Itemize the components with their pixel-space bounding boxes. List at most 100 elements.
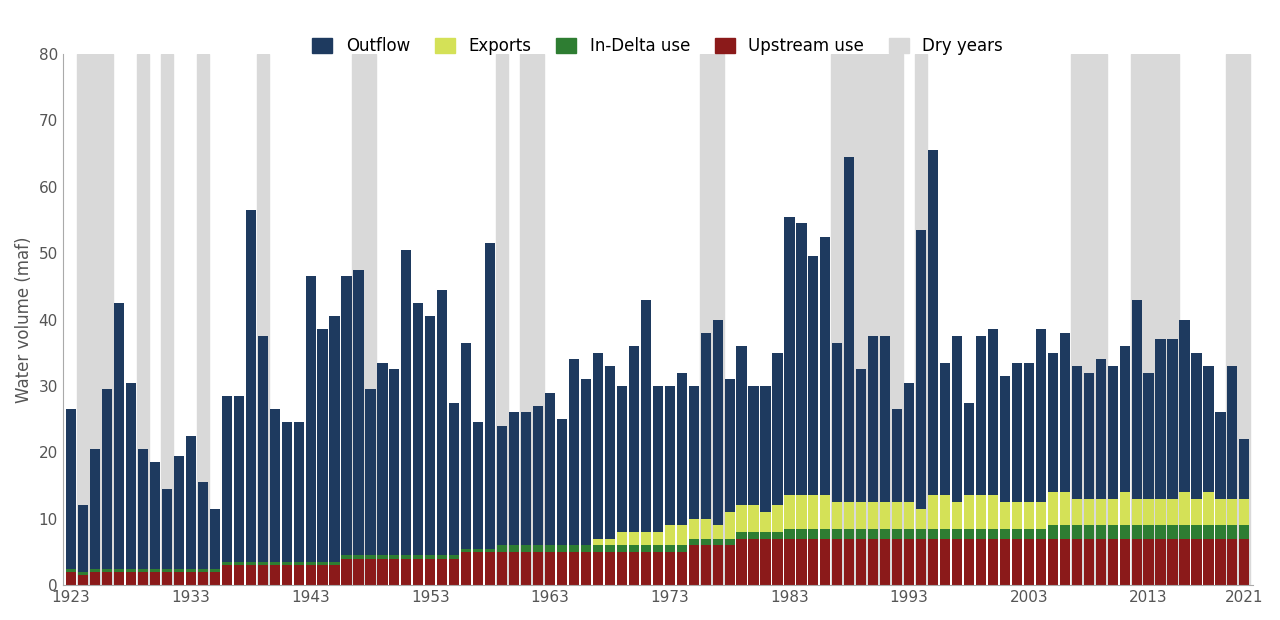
Bar [664,386,675,525]
Bar [856,502,867,529]
Bar [90,572,100,585]
Bar [1120,539,1130,585]
Bar [772,539,782,585]
Bar [628,346,639,532]
Bar [1130,54,1179,585]
Bar [1192,353,1202,499]
Bar [593,552,603,585]
Bar [329,562,339,565]
Bar [975,529,986,539]
Bar [785,495,795,529]
Bar [760,539,771,585]
Bar [952,336,963,502]
Bar [1167,539,1178,585]
Bar [282,565,292,585]
Bar [664,546,675,552]
Bar [389,559,399,585]
Bar [1239,539,1249,585]
Bar [509,546,520,552]
Bar [138,449,148,569]
Bar [557,546,567,552]
Bar [509,552,520,585]
Bar [161,489,172,569]
Bar [1179,492,1189,525]
Bar [1179,539,1189,585]
Bar [820,539,831,585]
Bar [736,532,746,539]
Bar [1036,329,1046,502]
Bar [497,54,508,585]
Bar [1179,525,1189,539]
Bar [1000,539,1010,585]
Bar [1036,539,1046,585]
Bar [568,360,579,546]
Bar [1239,439,1249,499]
Bar [1228,499,1238,525]
Bar [892,409,902,502]
Bar [1239,525,1249,539]
Bar [641,552,652,585]
Bar [881,336,891,502]
Bar [904,502,914,529]
Bar [161,54,173,585]
Bar [1036,529,1046,539]
Bar [425,559,435,585]
Bar [138,569,148,572]
Bar [557,419,567,546]
Bar [353,559,364,585]
Bar [150,572,160,585]
Bar [772,532,782,539]
Bar [474,422,484,549]
Bar [161,569,172,572]
Bar [1143,373,1153,499]
Bar [1156,339,1166,499]
Bar [856,539,867,585]
Bar [785,539,795,585]
Bar [940,529,950,539]
Bar [1084,525,1094,539]
Bar [317,562,328,565]
Bar [545,546,556,552]
Bar [401,250,411,556]
Bar [760,386,771,512]
Bar [438,290,448,556]
Bar [581,546,591,552]
Bar [1167,499,1178,525]
Bar [1120,492,1130,525]
Bar [940,539,950,585]
Bar [438,556,448,559]
Bar [1084,373,1094,499]
Bar [653,386,663,532]
Bar [749,539,759,585]
Bar [677,552,687,585]
Bar [641,546,652,552]
Bar [497,546,507,552]
Bar [306,562,316,565]
Bar [378,559,388,585]
Bar [67,572,77,585]
Bar [1179,319,1189,492]
Bar [940,363,950,495]
Bar [700,54,723,585]
Bar [270,562,280,565]
Bar [198,482,207,569]
Bar [150,463,160,569]
Bar [174,456,184,569]
Bar [1011,539,1021,585]
Bar [689,539,699,546]
Bar [114,303,124,569]
Bar [604,366,614,539]
Bar [892,502,902,529]
Bar [1011,529,1021,539]
Bar [1156,539,1166,585]
Bar [210,569,220,572]
Bar [90,449,100,569]
Bar [845,529,854,539]
Bar [581,552,591,585]
Bar [868,539,878,585]
Bar [964,529,974,539]
Bar [532,546,543,552]
Bar [1120,346,1130,492]
Bar [904,383,914,502]
Bar [820,529,831,539]
